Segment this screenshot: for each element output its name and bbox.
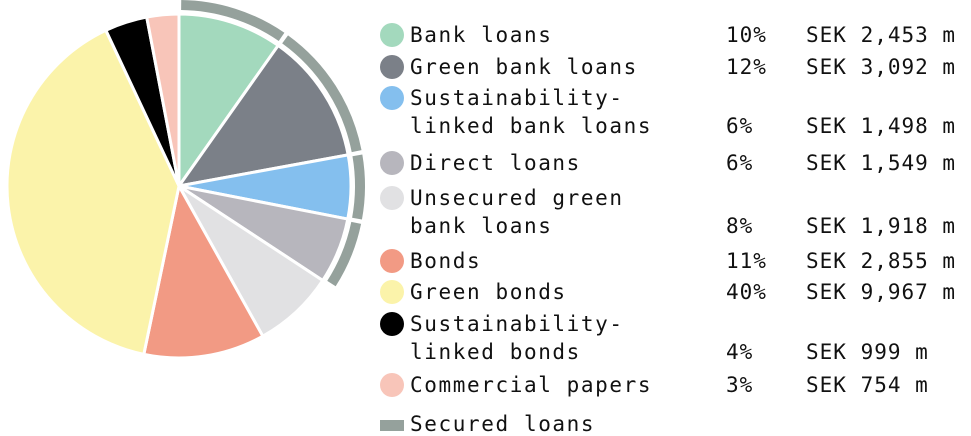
legend-swatch-8 [380,373,404,397]
legend-swatch-1 [380,55,404,79]
pie-slice-5 [142,184,265,360]
legend-label-5: Bonds [410,249,482,273]
legend-amount-6: SEK 9,967 m [806,280,957,304]
legend-amount-7: SEK 999 m [806,340,929,364]
legend-label-7: Sustainability- [410,312,624,336]
legend-swatch-6 [380,280,404,304]
legend-label-1: Green bank loans [410,55,638,79]
legend-percent-3: 6% [726,151,754,175]
legend-label-8: Commercial papers [410,373,653,397]
legend-percent-1: 12% [726,55,767,79]
legend-swatch-4 [380,186,404,210]
legend-swatch-2 [380,86,404,110]
secured-arc-0 [181,0,285,41]
legend-label-7: linked bonds [410,340,581,364]
legend-amount-3: SEK 1,549 m [806,151,957,175]
legend-percent-4: 8% [726,214,754,238]
legend-swatch-0 [380,23,404,47]
legend-label-3: Direct loans [410,151,581,175]
legend-percent-8: 3% [726,373,754,397]
legend-amount-0: SEK 2,453 m [806,23,957,47]
legend-amount-5: SEK 2,855 m [806,249,957,273]
legend-amount-8: SEK 754 m [806,373,929,397]
pie-slice-6 [5,28,181,356]
legend-swatch-7 [380,312,404,336]
legend-label-2: linked bank loans [410,114,653,138]
legend-label-4: Unsecured green [410,186,624,210]
legend-percent-0: 10% [726,23,767,47]
legend-label-2: Sustainability- [410,86,624,110]
pie-slice-0 [177,12,280,188]
legend-swatch-3 [380,151,404,175]
legend-swatch-5 [380,249,404,273]
legend-label-secured-loans: Secured loans [410,412,596,436]
legend-swatch-secured-loans [380,420,404,431]
legend-amount-2: SEK 1,498 m [806,114,957,138]
legend-amount-1: SEK 3,092 m [806,55,957,79]
legend-percent-2: 6% [726,114,754,138]
legend-label-4: bank loans [410,214,553,238]
secured-arc-2 [352,154,365,220]
legend-label-0: Bank loans [410,23,553,47]
pie-slice-8 [145,12,181,188]
legend-label-6: Green bonds [410,280,567,304]
legend-percent-5: 11% [726,249,767,273]
secured-arc-1 [282,35,362,153]
secured-arc-3 [327,221,362,287]
legend-percent-7: 4% [726,340,754,364]
legend-percent-6: 40% [726,280,767,304]
legend-amount-4: SEK 1,918 m [806,214,957,238]
pie-slice-1 [177,43,350,188]
